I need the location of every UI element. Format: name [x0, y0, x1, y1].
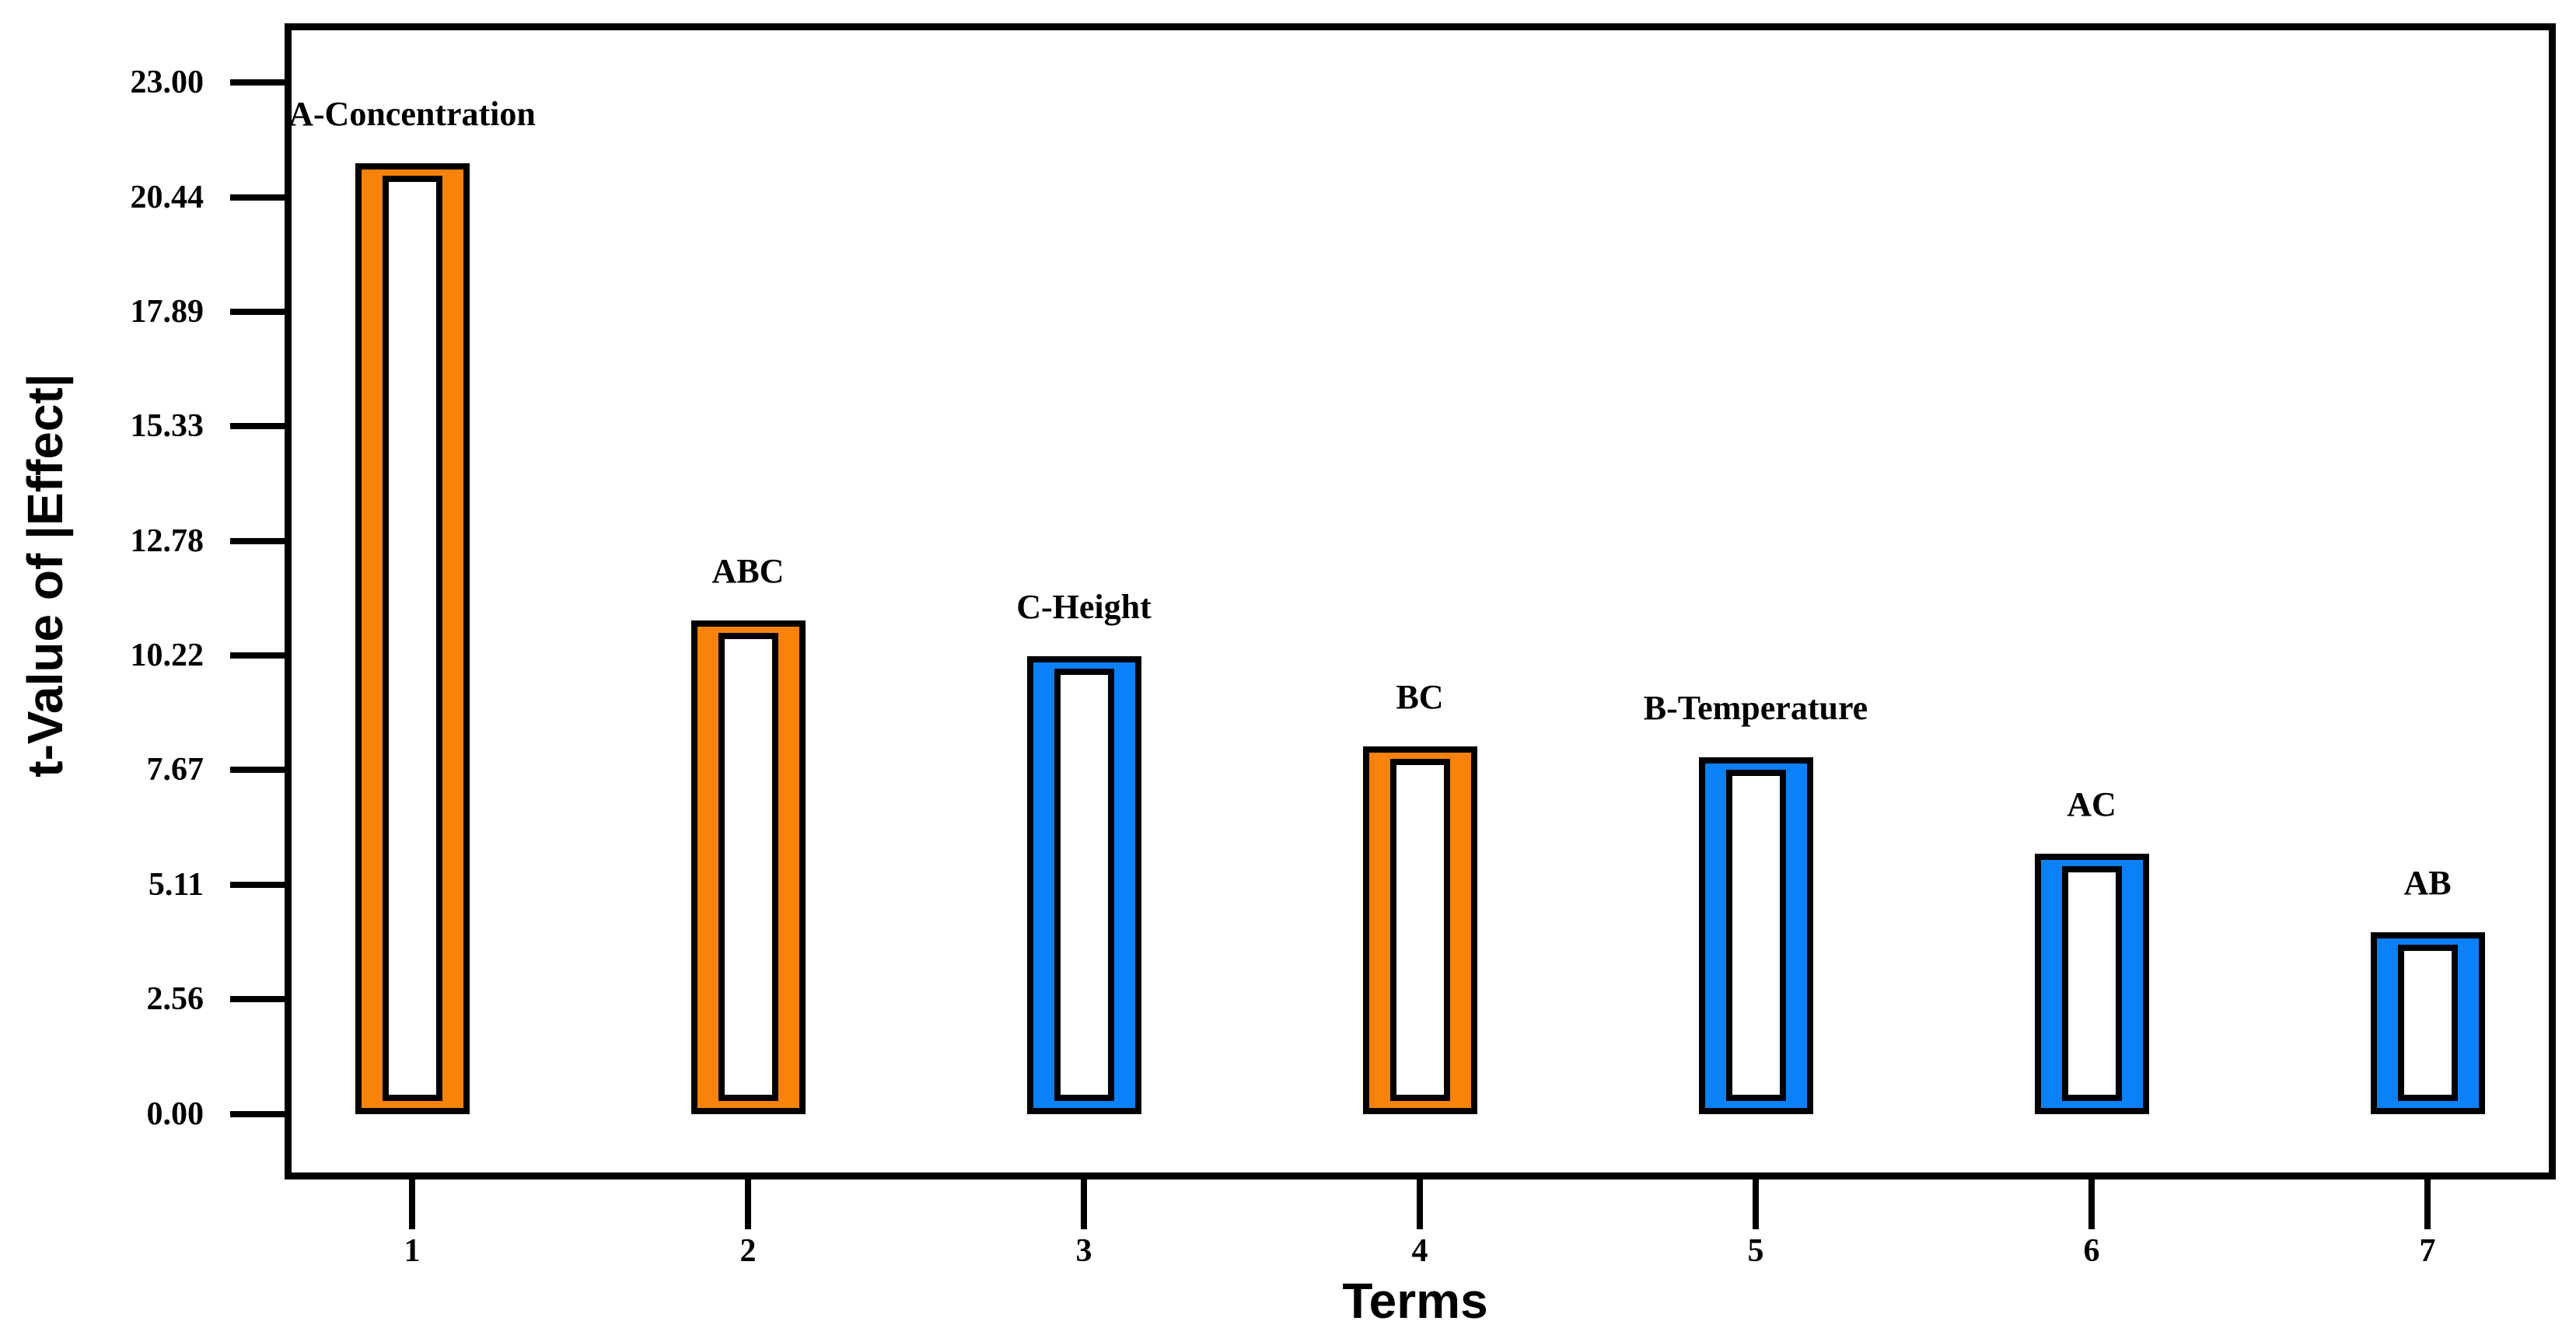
bar-inner-panel — [1054, 669, 1114, 1101]
bar-inner-panel — [2397, 945, 2458, 1101]
x-tick-label: 6 — [2083, 1233, 2100, 1269]
bar-term-label: AC — [2067, 785, 2116, 823]
y-tick-label: 17.89 — [130, 294, 204, 330]
x-tick-mark — [2088, 1179, 2095, 1229]
y-axis-title: t-Value of |Effect| — [17, 373, 73, 778]
x-tick-mark — [2424, 1179, 2431, 1229]
y-tick-mark — [230, 882, 285, 888]
bar-BC — [1362, 746, 1477, 1114]
bar-ABC — [690, 620, 806, 1114]
bar-B-Temperature — [1698, 757, 1813, 1114]
x-tick-label: 1 — [404, 1233, 421, 1269]
x-tick-label: 2 — [739, 1233, 757, 1269]
bar-C-Height — [1026, 656, 1141, 1114]
y-tick-mark — [230, 423, 285, 429]
bar-term-label: A-Concentration — [288, 95, 536, 133]
x-tick-label: 3 — [1075, 1233, 1092, 1269]
y-tick-mark — [230, 79, 285, 86]
y-tick-mark — [230, 996, 285, 1002]
x-tick-mark — [745, 1179, 751, 1229]
y-tick-mark — [230, 652, 285, 659]
bar-AB — [2370, 932, 2485, 1114]
bar-inner-panel — [718, 633, 778, 1101]
y-tick-mark — [230, 194, 285, 201]
y-tick-mark — [230, 1111, 285, 1117]
x-tick-mark — [409, 1179, 415, 1229]
bar-A-Concentration — [355, 163, 470, 1114]
bar-AC — [2034, 854, 2149, 1114]
x-tick-label: 4 — [1411, 1233, 1428, 1269]
y-tick-label: 7.67 — [146, 752, 204, 788]
bar-term-label: AB — [2403, 864, 2452, 902]
bar-inner-panel — [1725, 770, 1786, 1101]
y-tick-label: 20.44 — [130, 180, 204, 215]
y-tick-label: 0.00 — [146, 1096, 204, 1132]
bar-term-label: BC — [1396, 678, 1444, 716]
y-tick-label: 12.78 — [130, 523, 204, 559]
x-tick-mark — [1081, 1179, 1087, 1229]
y-tick-mark — [230, 538, 285, 544]
y-tick-label: 15.33 — [130, 408, 204, 444]
bar-inner-panel — [1389, 759, 1450, 1101]
y-tick-label: 23.00 — [130, 65, 204, 100]
x-tick-label: 7 — [2419, 1233, 2436, 1269]
y-tick-label: 2.56 — [146, 981, 204, 1017]
x-tick-mark — [1417, 1179, 1423, 1229]
bar-term-label: B-Temperature — [1643, 689, 1868, 727]
y-tick-label: 5.11 — [148, 867, 204, 903]
bar-term-label: C-Height — [1016, 588, 1152, 626]
x-axis-title: Terms — [1342, 1273, 1488, 1329]
y-tick-mark — [230, 767, 285, 773]
x-tick-label: 5 — [1747, 1233, 1764, 1269]
x-tick-mark — [1753, 1179, 1759, 1229]
bar-inner-panel — [382, 176, 442, 1101]
bar-inner-panel — [2061, 866, 2122, 1101]
y-tick-label: 10.22 — [130, 638, 204, 673]
bar-term-label: ABC — [711, 552, 785, 590]
y-tick-mark — [230, 309, 285, 315]
